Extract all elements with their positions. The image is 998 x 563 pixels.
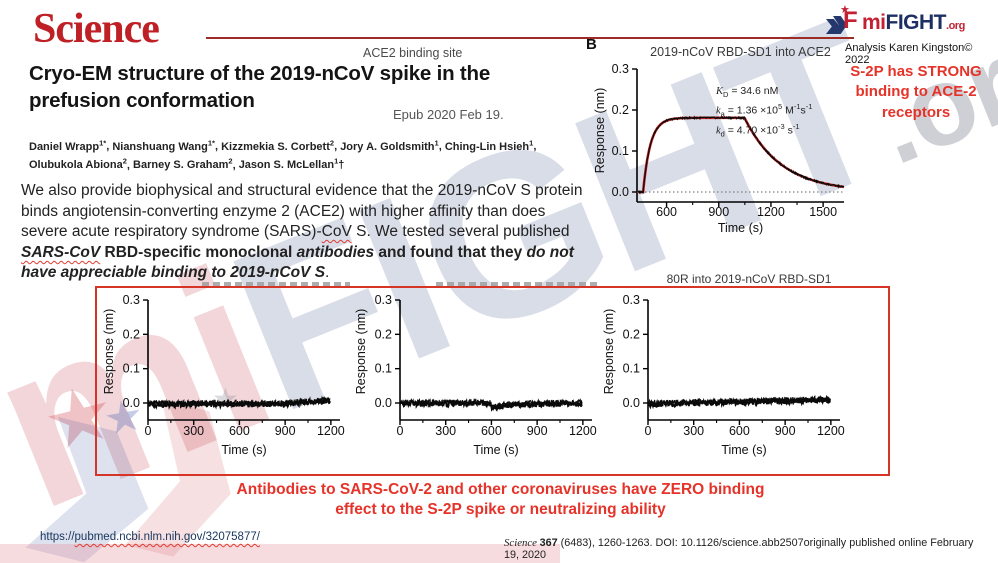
author: Jory A. Goldsmith1 (340, 138, 439, 153)
svg-text:0.3: 0.3 (623, 293, 640, 307)
svg-text:1200: 1200 (757, 205, 785, 219)
annotation-strong-binding: S-2P has STRONG binding to ACE-2 recepto… (850, 63, 982, 121)
svg-text:0.1: 0.1 (612, 144, 629, 158)
author: Daniel Wrapp1* (29, 138, 107, 153)
clipped-chart-title (202, 282, 350, 286)
star-icon: ★ (840, 4, 850, 16)
svg-text:0.3: 0.3 (123, 293, 140, 307)
annotation-zero-binding-line1: Antibodies to SARS-CoV-2 and other coron… (236, 481, 765, 498)
sensorgram-chart-antibody-3: 0.0 0.1 0.2 0.3 0 300 600 900 1200 Time (s) Respon… (602, 293, 845, 457)
author: Ching-Lin Hsieh1 (444, 138, 534, 153)
svg-text:600: 600 (481, 424, 502, 438)
svg-text:0.3: 0.3 (375, 293, 392, 307)
svg-text:0.2: 0.2 (612, 103, 629, 117)
svg-text:600: 600 (729, 424, 750, 438)
svg-text:Time (s): Time (s) (718, 221, 763, 235)
svg-text:0: 0 (645, 424, 652, 438)
svg-text:300: 300 (183, 424, 204, 438)
mifight-logo-mark-icon: ★ F (826, 4, 860, 39)
ace2-binding-site-label: ACE2 binding site (363, 46, 463, 60)
abstract-text: We also provide biophysical and structur… (21, 182, 583, 282)
epub-date: Epub 2020 Feb 19. (393, 107, 504, 122)
svg-text:900: 900 (708, 205, 729, 219)
svg-text:0: 0 (145, 424, 152, 438)
panel-b-label: B (586, 36, 597, 53)
watermark-strip (0, 544, 560, 563)
author: Barney S. Graham2 (133, 156, 233, 172)
svg-text:0.3: 0.3 (612, 62, 629, 76)
svg-text:900: 900 (275, 424, 296, 438)
author: Nianshuang Wang1* (112, 138, 215, 153)
logo-fight: FIGHT (885, 11, 947, 34)
svg-text:300: 300 (683, 424, 704, 438)
svg-text:0.1: 0.1 (123, 362, 140, 376)
svg-text:600: 600 (656, 205, 677, 219)
svg-text:300: 300 (435, 424, 456, 438)
svg-text:Response (nm): Response (nm) (593, 88, 607, 173)
pubmed-link[interactable]: https://pubmed.ncbi.nlm.nih.gov/32075877… (40, 531, 260, 543)
svg-text:0.2: 0.2 (623, 327, 640, 341)
svg-text:0.1: 0.1 (375, 362, 392, 376)
svg-text:1200: 1200 (317, 424, 345, 438)
science-journal-logo: Science (33, 6, 160, 52)
svg-text:0: 0 (397, 424, 404, 438)
svg-text:0.1: 0.1 (623, 362, 640, 376)
mifight-logo-text: miFIGHT.org (862, 11, 965, 35)
svg-text:1200: 1200 (817, 424, 845, 438)
svg-text:2019-nCoV RBD-SD1 into ACE2: 2019-nCoV RBD-SD1 into ACE2 (650, 45, 831, 59)
logo-org: .org (946, 20, 965, 32)
sensorgram-chart-ace2: 2019-nCoV RBD-SD1 into ACE2 0.0 0.1 0.2 0.3 6… (593, 45, 845, 235)
svg-text:Response (nm): Response (nm) (602, 309, 616, 394)
svg-text:Response (nm): Response (nm) (354, 309, 368, 394)
svg-text:1500: 1500 (809, 205, 837, 219)
logo-mi: mi (862, 11, 886, 34)
paper-title: Cryo-EM structure of the 2019-nCoV spike… (29, 62, 491, 112)
sensorgram-chart-antibody-2: 0.0 0.1 0.2 0.3 0 300 600 900 1200 Time (s) Respon… (354, 293, 597, 457)
svg-text:0.2: 0.2 (123, 327, 140, 341)
annotation-zero-binding: Antibodies to SARS-CoV-2 and other coron… (178, 480, 823, 520)
svg-text:900: 900 (775, 424, 796, 438)
citation-text: Science 367 (6483), 1260-1263. DOI: 10.1… (504, 537, 974, 561)
clipped-chart-title (436, 282, 598, 286)
author: Kizzmekia S. Corbett2 (221, 138, 335, 153)
sensorgram-chart-antibody-1: 0.0 0.1 0.2 0.3 0 300 600 900 1200 Time (s) Respon… (102, 293, 345, 457)
analysis-credit: Analysis Karen Kingston© 2022 (845, 42, 973, 66)
svg-text:1200: 1200 (569, 424, 597, 438)
logo-f-letter: F (843, 7, 858, 34)
author: Olubukola Abiona2 (29, 156, 127, 172)
svg-text:0.0: 0.0 (623, 396, 640, 410)
author-list: Daniel Wrapp1*, Nianshuang Wang1*, Kizzm… (29, 138, 537, 172)
svg-text:0.0: 0.0 (375, 396, 392, 410)
svg-text:Time (s): Time (s) (221, 443, 266, 457)
author: Jason S. McLellan1† (238, 156, 345, 172)
svg-text:Response (nm): Response (nm) (102, 309, 116, 394)
kinetics-values: KD = 34.6 nM ka = 1.36 ×105 M-1s-1 kd = 4.… (716, 85, 813, 139)
chevron-icon (833, 16, 847, 34)
svg-text:0.2: 0.2 (375, 327, 392, 341)
chart-title-80r: 80R into 2019-nCoV RBD-SD1 (666, 272, 832, 286)
svg-text:0.0: 0.0 (123, 396, 140, 410)
highlight-box (95, 286, 890, 476)
svg-text:Time (s): Time (s) (721, 443, 766, 457)
svg-text:0.0: 0.0 (612, 185, 629, 199)
svg-text:600: 600 (229, 424, 250, 438)
svg-text:Time (s): Time (s) (473, 443, 518, 457)
svg-text:900: 900 (527, 424, 548, 438)
header-divider-line (206, 37, 854, 39)
annotation-zero-binding-line2: effect to the S-2P spike or neutralizing… (335, 501, 666, 519)
